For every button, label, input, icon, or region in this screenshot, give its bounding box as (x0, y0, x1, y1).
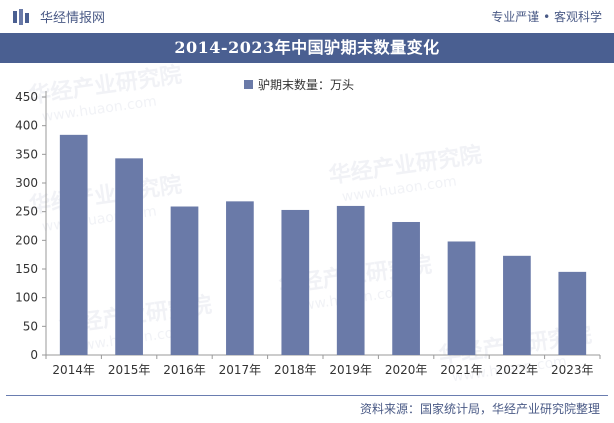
bar (226, 201, 254, 355)
x-tick-label: 2023年 (551, 363, 594, 377)
x-tick-label: 2021年 (440, 363, 483, 377)
bars (59, 134, 587, 355)
y-tick-label: 50 (23, 319, 38, 333)
brand: 华经情报网 (12, 7, 105, 26)
x-tick-label: 2015年 (108, 363, 151, 377)
chart-title: 2014-2023年中国驴期末数量变化 (0, 33, 614, 63)
y-tick-label: 0 (30, 348, 38, 362)
bar (115, 158, 143, 355)
footer-divider (6, 395, 608, 396)
source-note: 资料来源：国家统计局，华经产业研究院整理 (359, 402, 600, 416)
bar (503, 255, 531, 355)
bar (336, 205, 365, 355)
legend-swatch (244, 80, 253, 89)
x-tick-label: 2020年 (385, 363, 428, 377)
chart-area: 华经产业研究院 www.huaon.com 华经产业研究院 www.huaon.com… (0, 62, 614, 393)
bar (170, 206, 199, 355)
x-tick-label: 2022年 (496, 363, 539, 377)
y-axis: 0 50 100 150 200 250 300 350 400 450 (15, 90, 47, 362)
bar (281, 209, 310, 355)
y-tick-label: 400 (15, 119, 38, 133)
brand-logo-icon (13, 8, 29, 25)
bar (447, 241, 476, 355)
brand-name: 华经情报网 (40, 11, 106, 26)
y-tick-label: 350 (15, 147, 38, 161)
bar-chart: 华经产业研究院www.huaon.com华经产业研究院www.huaon.com… (15, 62, 601, 385)
y-tick-label: 250 (15, 205, 38, 219)
x-tick-label: 2016年 (163, 363, 206, 377)
y-tick-label: 450 (15, 90, 38, 104)
header: 华经情报网 专业严谨 • 客观科学 (0, 0, 614, 32)
x-tick-label: 2017年 (219, 363, 262, 377)
y-tick-label: 100 (15, 291, 38, 305)
x-tick-label: 2014年 (52, 363, 95, 377)
x-axis: 2014年 2015年 2016年 2017年 2018年 2019年 2020年 2021年… (45, 354, 601, 377)
x-tick-label: 2019年 (329, 363, 372, 377)
y-tick-label: 200 (15, 233, 38, 247)
legend-label: 驴期末数量：万头 (258, 77, 354, 92)
y-tick-label: 300 (15, 176, 38, 190)
y-tick-label: 150 (15, 262, 38, 276)
bar (59, 134, 88, 355)
legend: 驴期末数量：万头 (244, 77, 354, 92)
bar (558, 271, 587, 355)
bar (392, 221, 420, 355)
x-tick-label: 2018年 (274, 363, 317, 377)
slogan: 专业严谨 • 客观科学 (491, 10, 602, 24)
